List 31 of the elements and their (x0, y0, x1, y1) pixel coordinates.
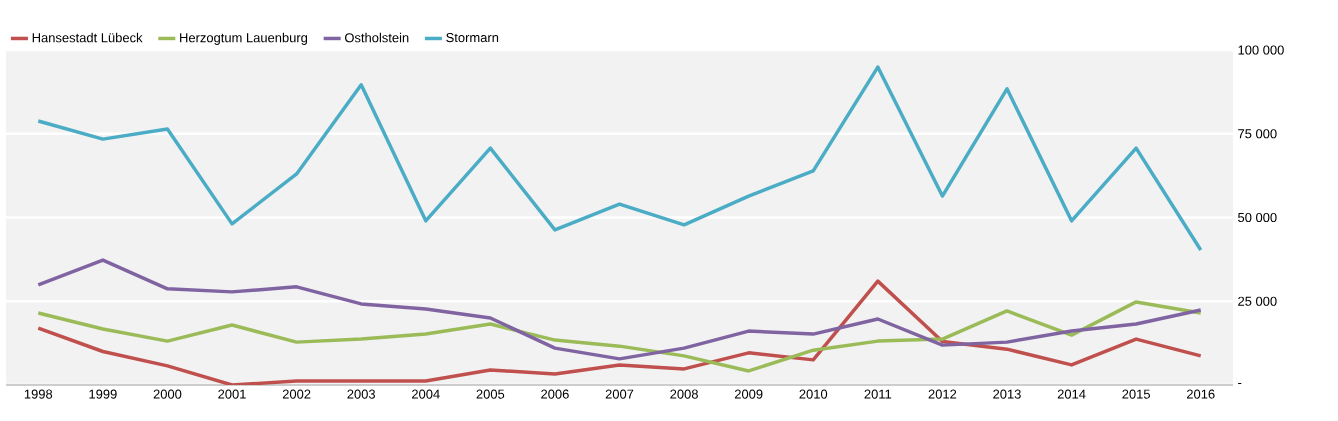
legend-label: Stormarn (446, 32, 499, 43)
y-tick-label: - (1238, 383, 1242, 385)
x-tick-label: 2012 (928, 389, 957, 399)
x-tick-label: 2007 (605, 389, 634, 399)
line-series (36, 65, 1203, 252)
x-tick-label: 2000 (153, 389, 182, 399)
y-tick-label: 100 000 (1238, 45, 1284, 55)
x-tick-label: 2010 (799, 389, 828, 399)
x-tick-label: 2011 (864, 389, 892, 399)
y-tick-label: 50 000 (1238, 212, 1277, 223)
line-series (36, 258, 1203, 361)
x-tick-label: 2015 (1122, 389, 1150, 399)
x-tick-label: 2008 (670, 389, 698, 399)
line-series (36, 300, 1203, 373)
legend-label: Herzogtum Lauenburg (180, 32, 308, 45)
x-tick-label: 2004 (412, 389, 440, 399)
legend-label: Hansestadt Lübeck (32, 32, 143, 43)
y-tick-label: 75 000 (1238, 129, 1277, 139)
x-tick-label: 1998 (24, 389, 53, 399)
x-tick-label: 1999 (89, 389, 117, 399)
x-tick-label: 2009 (734, 389, 763, 399)
x-tick-label: 2014 (1057, 389, 1086, 399)
legend-label: Ostholstein (345, 32, 409, 43)
x-tick-label: 2005 (476, 389, 505, 399)
x-tick-label: 2003 (347, 389, 376, 399)
x-tick-label: 2016 (1186, 389, 1215, 399)
x-tick-label: 2002 (282, 389, 311, 399)
x-tick-label: 2006 (541, 389, 569, 399)
x-tick-label: 2001 (218, 389, 246, 399)
x-tick-label: 2013 (993, 389, 1021, 399)
y-tick-label: 25 000 (1238, 296, 1277, 306)
